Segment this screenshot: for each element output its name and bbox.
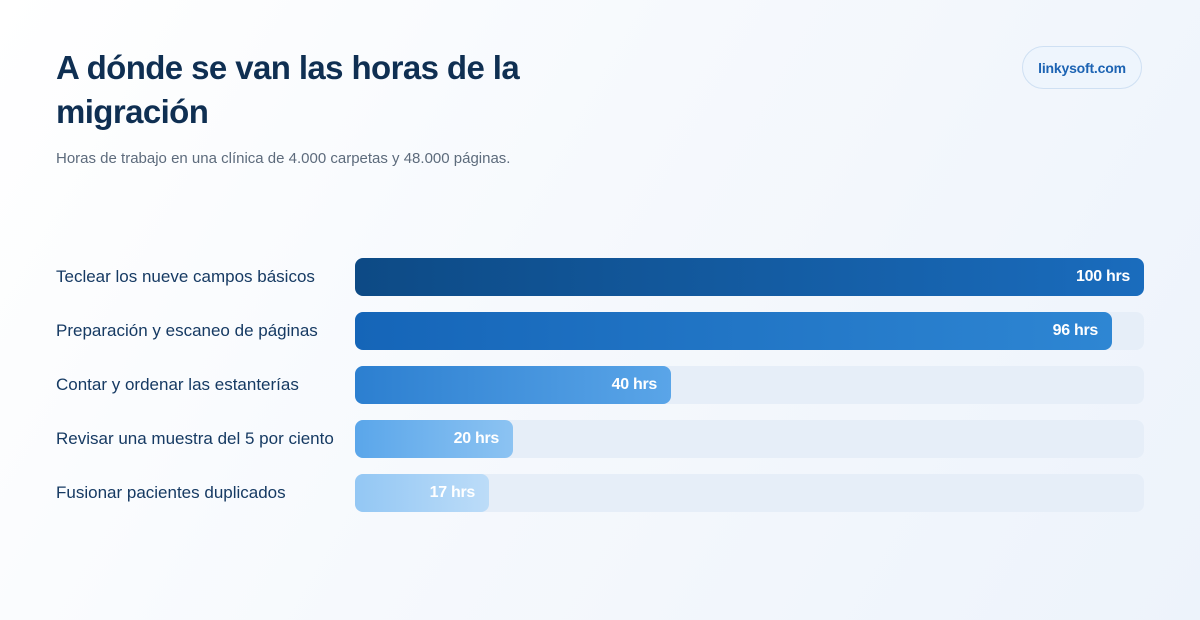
- bar-label: Preparación y escaneo de páginas: [56, 321, 318, 340]
- bar: [355, 312, 1112, 350]
- bar-track: [355, 312, 1144, 350]
- chart-title: A dónde se van las horas de la migración: [56, 49, 520, 130]
- bar: [355, 420, 513, 458]
- bar-label: Teclear los nueve campos básicos: [56, 267, 315, 286]
- bar: [355, 474, 489, 512]
- chart-subtitle: Horas de trabajo en una clínica de 4.000…: [56, 150, 511, 167]
- bar-value-label: 17 hrs: [429, 484, 476, 501]
- bar-value-label: 100 hrs: [1076, 268, 1130, 285]
- bar-value-label: 40 hrs: [611, 376, 658, 393]
- bar-label: Revisar una muestra del 5 por ciento: [56, 429, 334, 448]
- bar: [355, 258, 1144, 296]
- bar: [355, 366, 671, 404]
- bar-track: [355, 420, 1144, 458]
- bar-label: Contar y ordenar las estanterías: [56, 375, 299, 394]
- bar-track: [355, 258, 1144, 296]
- bar-value-label: 96 hrs: [1052, 322, 1099, 339]
- bar-label: Fusionar pacientes duplicados: [56, 483, 286, 502]
- bar-track: [355, 474, 1144, 512]
- bar-track: [355, 366, 1144, 404]
- bar-value-label: 20 hrs: [453, 430, 500, 447]
- brand-badge[interactable]: linkysoft.com: [1022, 46, 1142, 89]
